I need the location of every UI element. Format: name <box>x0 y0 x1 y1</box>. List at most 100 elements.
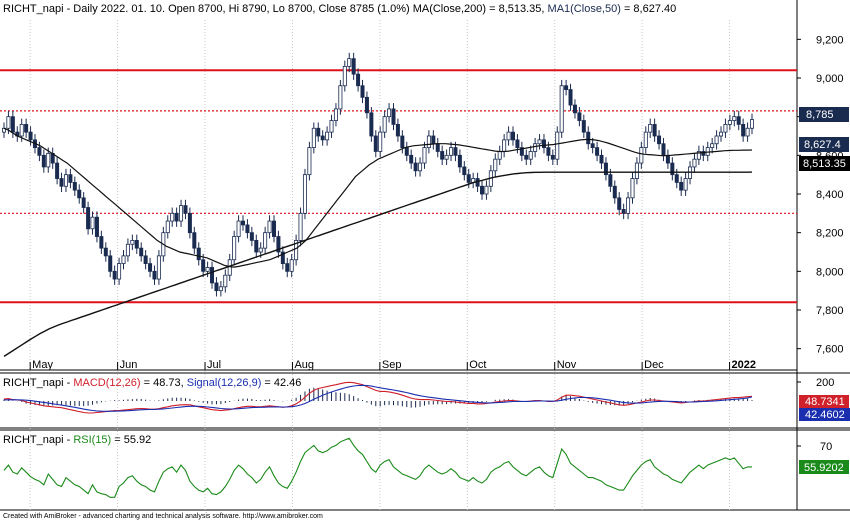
rsi-plot <box>3 437 752 498</box>
candle-body <box>121 255 126 265</box>
candle-body <box>572 104 577 114</box>
candle-body <box>727 120 732 125</box>
month-label: Jul <box>207 359 221 371</box>
candle-body <box>72 181 77 191</box>
chart-title: RICHT_napi - Daily 2022. 01. 10. Open 87… <box>3 3 676 15</box>
candle-body <box>6 116 11 129</box>
month-label: Nov <box>557 359 577 371</box>
candle-body <box>404 147 409 156</box>
candle-body <box>400 135 405 149</box>
candle-body <box>710 143 715 149</box>
candle-body <box>241 220 246 226</box>
candle-body <box>643 131 648 148</box>
candle-body <box>347 58 352 67</box>
candle-body <box>692 158 697 168</box>
candle-body <box>634 162 639 179</box>
candle-body <box>351 58 356 75</box>
candle-body <box>665 154 670 164</box>
price-tick-label: 7,600 <box>816 344 844 356</box>
candle-body <box>112 270 117 280</box>
candle-body <box>201 259 206 272</box>
price-tick-label: 9,200 <box>816 34 844 46</box>
candle-body <box>705 147 710 156</box>
macd-axis-tick: 200 <box>816 377 834 389</box>
candle-body <box>302 174 307 214</box>
candle-body <box>258 247 263 253</box>
candle-body <box>453 147 458 156</box>
candle-body <box>134 239 139 249</box>
candle-body <box>714 135 719 145</box>
rsi-tag-bg <box>799 460 849 474</box>
candle-body <box>81 197 86 208</box>
candle-body <box>435 143 440 152</box>
candle-body <box>108 255 113 272</box>
candle-body <box>555 131 560 160</box>
last-price-tag-bg <box>799 107 849 122</box>
candle-body <box>214 282 219 292</box>
candle-body <box>94 216 99 237</box>
ma200-line <box>3 171 753 357</box>
candle-body <box>506 131 511 141</box>
candle-body <box>280 251 285 265</box>
price-candles <box>2 52 755 297</box>
candle-body <box>263 232 268 249</box>
macd-plot <box>3 381 753 414</box>
candle-body <box>661 143 666 156</box>
candle-body <box>497 151 502 160</box>
month-label: May <box>32 359 53 371</box>
candle-body <box>139 247 144 257</box>
candle-body <box>395 124 400 137</box>
candle-body <box>679 181 684 191</box>
candle-body <box>320 135 325 141</box>
price-tick-label: 9,000 <box>816 73 844 85</box>
candle-body <box>484 185 489 195</box>
rsi-tag: 55.9202 <box>804 462 844 474</box>
moving-averages <box>3 127 753 357</box>
candle-body <box>196 247 201 261</box>
price-tick-label: 8,400 <box>816 189 844 201</box>
candle-body <box>626 197 631 214</box>
signal-tag-bg <box>799 408 850 421</box>
candle-body <box>457 154 462 168</box>
candle-body <box>546 147 551 156</box>
candle-body <box>19 124 24 137</box>
candle-body <box>387 108 392 118</box>
candle-body <box>449 147 454 156</box>
candle-body <box>364 96 369 114</box>
price-tick-label: 8,200 <box>816 228 844 240</box>
ma200-tag-bg <box>799 156 850 171</box>
time-axis-labels: May Jun Jul Aug Sep Oct Nov Dec 2022 <box>29 359 756 371</box>
candle-body <box>617 197 622 210</box>
candle-body <box>170 212 175 222</box>
candle-body <box>621 209 626 214</box>
month-label: Oct <box>469 359 486 371</box>
candle-body <box>55 162 60 179</box>
candle-body <box>356 73 361 87</box>
candle-body <box>68 174 73 183</box>
candle-body <box>595 147 600 156</box>
candle-body <box>719 131 724 137</box>
candle-body <box>205 267 210 272</box>
candle-body <box>603 162 608 176</box>
candle-body <box>510 131 515 141</box>
month-label: 2022 <box>732 359 756 371</box>
candle-body <box>480 185 485 195</box>
ma50-tag-bg <box>799 137 849 152</box>
candle-body <box>285 263 290 272</box>
candle-body <box>41 154 46 168</box>
candle-body <box>236 220 241 237</box>
candle-body <box>391 108 396 125</box>
candle-body <box>143 255 148 265</box>
candle-body <box>378 131 383 152</box>
candle-body <box>422 147 427 164</box>
last-price-tag: 8,785 <box>806 109 834 121</box>
candle-body <box>426 135 431 149</box>
month-gridlines <box>29 20 731 510</box>
signal-tag: 42.4602 <box>805 409 845 421</box>
candle-body <box>750 119 755 129</box>
candle-body <box>723 124 728 133</box>
candle-body <box>466 174 471 183</box>
candle-body <box>152 270 157 280</box>
signal-line <box>3 384 753 412</box>
candle-body <box>90 216 95 230</box>
